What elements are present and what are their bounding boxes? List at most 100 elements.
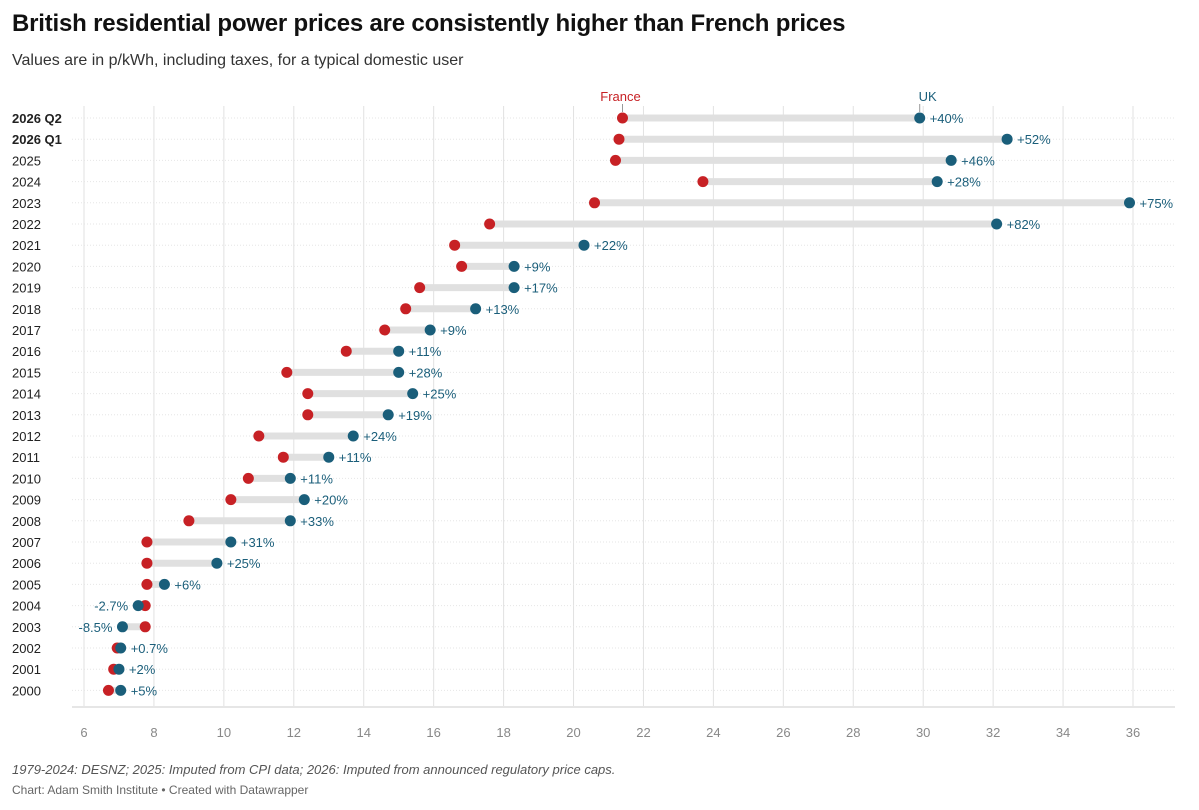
- change-label: +11%: [409, 344, 442, 359]
- change-label: +5%: [131, 683, 158, 698]
- change-label: +24%: [363, 429, 397, 444]
- chart-subtitle: Values are in p/kWh, including taxes, fo…: [12, 52, 464, 69]
- change-label: +22%: [594, 238, 628, 253]
- france-dot: [456, 260, 468, 272]
- x-tick-label: 10: [217, 725, 231, 740]
- row-label: 2026 Q2: [12, 111, 62, 126]
- change-label: +20%: [314, 493, 348, 508]
- france-dot: [589, 197, 601, 209]
- row-label: 2012: [12, 429, 41, 444]
- uk-dot: [116, 621, 128, 633]
- legend-france: France: [600, 89, 640, 104]
- uk-dot: [347, 430, 359, 442]
- change-label: +9%: [524, 259, 551, 274]
- row-label: 2005: [12, 577, 41, 592]
- x-tick-label: 32: [986, 725, 1000, 740]
- change-label: +19%: [398, 408, 432, 423]
- uk-dot: [211, 557, 223, 569]
- row-label: 2003: [12, 620, 41, 635]
- legend-uk: UK: [919, 89, 937, 104]
- uk-dot: [508, 282, 520, 294]
- france-dot: [225, 494, 237, 506]
- uk-dot: [931, 176, 943, 188]
- change-label: +28%: [409, 365, 443, 380]
- uk-dot: [393, 345, 405, 357]
- change-label: +11%: [300, 471, 333, 486]
- france-dot: [414, 282, 426, 294]
- change-label: +33%: [300, 514, 334, 529]
- x-tick-label: 30: [916, 725, 930, 740]
- x-tick-label: 34: [1056, 725, 1070, 740]
- row-label: 2010: [12, 471, 41, 486]
- france-dot: [697, 176, 709, 188]
- source-note: 1979-2024: DESNZ; 2025: Imputed from CPI…: [12, 762, 616, 777]
- chart-title: British residential power prices are con…: [12, 10, 846, 37]
- x-tick-label: 6: [80, 725, 87, 740]
- uk-dot: [991, 218, 1003, 230]
- change-label: +52%: [1017, 132, 1051, 147]
- uk-dot: [393, 366, 405, 378]
- france-dot: [613, 133, 625, 145]
- uk-dot: [578, 239, 590, 251]
- change-label: +6%: [174, 577, 201, 592]
- uk-dot: [407, 388, 419, 400]
- row-label: 2022: [12, 217, 41, 232]
- france-dot: [609, 154, 621, 166]
- uk-dot: [470, 303, 482, 315]
- france-dot: [141, 578, 153, 590]
- row-label: 2001: [12, 662, 41, 677]
- uk-dot: [298, 494, 310, 506]
- row-label: 2009: [12, 493, 41, 508]
- change-label: +75%: [1140, 196, 1174, 211]
- row-label: 2014: [12, 387, 41, 402]
- france-dot: [253, 430, 265, 442]
- change-label: +13%: [486, 302, 520, 317]
- row-label: 2011: [12, 450, 40, 465]
- france-dot: [102, 684, 114, 696]
- change-label: +28%: [947, 175, 981, 190]
- row-label: 2024: [12, 175, 41, 190]
- uk-dot: [132, 600, 144, 612]
- france-dot: [449, 239, 461, 251]
- row-label: 2017: [12, 323, 41, 338]
- france-dot: [141, 536, 153, 548]
- row-label: 2006: [12, 556, 41, 571]
- uk-dot: [115, 642, 127, 654]
- france-dot: [302, 409, 314, 421]
- uk-dot: [284, 472, 296, 484]
- france-dot: [340, 345, 352, 357]
- x-tick-label: 20: [566, 725, 580, 740]
- france-dot: [242, 472, 254, 484]
- uk-dot: [914, 112, 926, 124]
- row-label: 2018: [12, 302, 41, 317]
- row-label: 2021: [12, 238, 41, 253]
- france-dot: [277, 451, 289, 463]
- x-tick-label: 14: [356, 725, 370, 740]
- uk-dot: [115, 684, 127, 696]
- change-label: +11%: [339, 450, 372, 465]
- france-dot: [302, 388, 314, 400]
- uk-dot: [284, 515, 296, 527]
- uk-dot: [225, 536, 237, 548]
- chart-credit: Chart: Adam Smith Institute • Created wi…: [12, 783, 309, 797]
- change-label: +25%: [227, 556, 261, 571]
- france-dot: [281, 366, 293, 378]
- x-tick-label: 16: [426, 725, 440, 740]
- row-label: 2002: [12, 641, 41, 656]
- x-tick-label: 26: [776, 725, 790, 740]
- row-label: 2013: [12, 408, 41, 423]
- uk-dot: [1124, 197, 1136, 209]
- row-label: 2025: [12, 153, 41, 168]
- row-label: 2007: [12, 535, 41, 550]
- change-label: +25%: [423, 387, 457, 402]
- row-label: 2026 Q1: [12, 132, 62, 147]
- change-label: +46%: [961, 153, 995, 168]
- uk-dot: [424, 324, 436, 336]
- france-dot: [139, 621, 151, 633]
- change-label: -8.5%: [78, 620, 112, 635]
- france-dot: [141, 557, 153, 569]
- row-label: 2023: [12, 196, 41, 211]
- row-label: 2004: [12, 599, 41, 614]
- change-label: +40%: [930, 111, 964, 126]
